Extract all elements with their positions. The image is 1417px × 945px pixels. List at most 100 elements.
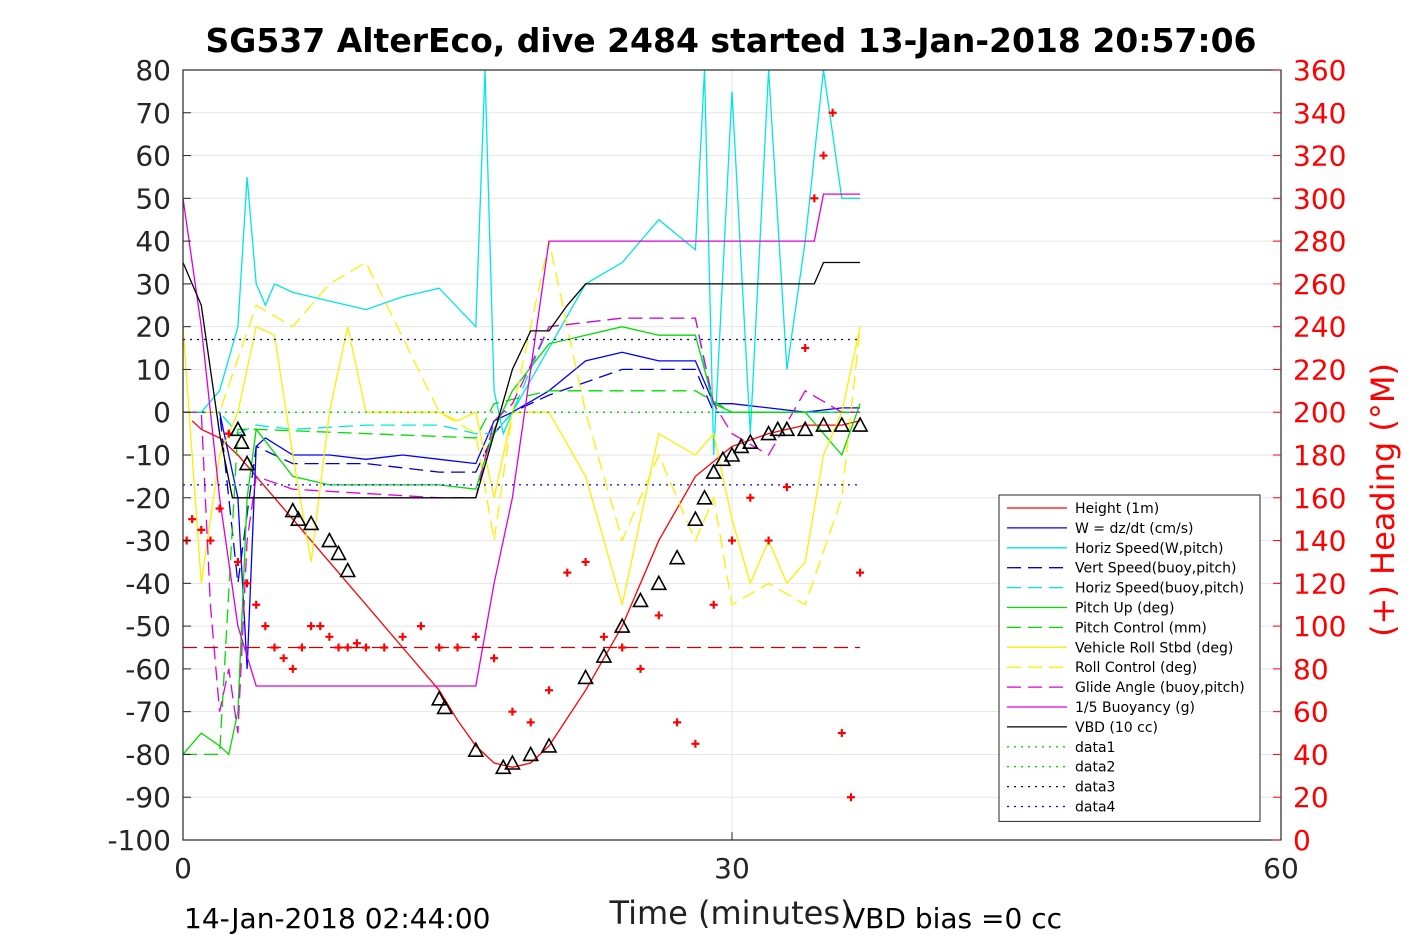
heading-point [307, 622, 316, 631]
y-tick-label: 30 [135, 268, 171, 301]
heading-point [526, 718, 535, 727]
right-y-tick-label: 220 [1293, 353, 1346, 386]
heading-point [188, 515, 197, 524]
heading-point [746, 493, 755, 502]
right-y-axis-label: (+) Heading (°M) [1364, 363, 1402, 637]
y-tick-label: 50 [135, 182, 171, 215]
heading-point [508, 707, 517, 716]
legend-label: Horiz Speed(buoy,pitch) [1075, 581, 1244, 597]
heading-point [837, 729, 846, 738]
heading-point [343, 643, 352, 652]
y-tick-label: 0 [153, 396, 171, 429]
legend-label: Pitch Up (deg) [1075, 601, 1174, 617]
triangle-marker [540, 737, 558, 753]
heading-point [288, 664, 297, 673]
heading-point [325, 632, 334, 641]
right-y-tick-label: 20 [1293, 781, 1329, 814]
triangle-marker [504, 754, 521, 770]
triangle-marker [632, 591, 649, 608]
triangle-marker [229, 420, 247, 437]
triangle-marker [851, 416, 869, 432]
legend-label: data1 [1075, 740, 1115, 756]
triangle-marker [284, 501, 302, 518]
legend-label: data2 [1075, 760, 1115, 776]
legend-label: Horiz Speed(W,pitch) [1075, 541, 1223, 557]
triangle-marker [238, 454, 256, 471]
heading-point [581, 557, 590, 566]
triangle-marker [723, 446, 741, 462]
legend-label: Height (1m) [1075, 501, 1159, 517]
y-tick-label: -50 [125, 610, 171, 643]
heading-point [453, 643, 462, 652]
heading-point [297, 643, 306, 652]
heading-point [243, 579, 252, 588]
heading-point [334, 643, 343, 652]
heading-point [398, 632, 407, 641]
heading-point [362, 643, 370, 652]
y-tick-label: 60 [135, 140, 171, 173]
heading-point [728, 536, 736, 545]
heading-point [215, 504, 224, 513]
heading-point [252, 600, 261, 609]
legend-label: Vert Speed(buoy,pitch) [1075, 561, 1237, 577]
heading-point [563, 568, 572, 577]
heading-point [782, 483, 791, 492]
series-line [183, 70, 861, 456]
heading-point [856, 568, 865, 577]
legend-label: W = dz/dt (cm/s) [1075, 521, 1194, 537]
footer-vbd-bias: VBD bias =0 cc [846, 902, 1062, 935]
series-line [183, 368, 861, 584]
triangle-marker [321, 531, 338, 548]
heading-point [654, 611, 663, 620]
legend-label: Vehicle Roll Stbd (deg) [1075, 640, 1233, 656]
series-line [183, 390, 861, 756]
triangle-marker [430, 690, 448, 706]
heading-point [471, 632, 480, 641]
right-y-tick-label: 280 [1293, 225, 1346, 258]
heading-point [691, 739, 700, 748]
triangle-marker [302, 514, 320, 531]
y-tick-label: 40 [135, 225, 171, 258]
footer-timestamp: 14-Jan-2018 02:44:00 [184, 902, 490, 935]
triangle-marker [696, 489, 713, 505]
right-y-tick-label: 300 [1293, 182, 1346, 215]
heading-point [490, 654, 499, 663]
triangle-marker [705, 463, 723, 479]
right-y-tick-label: 80 [1293, 653, 1329, 686]
heading-point [636, 664, 645, 673]
y-tick-label: -20 [125, 482, 171, 515]
legend-label: Glide Angle (buoy,pitch) [1075, 680, 1245, 696]
y-tick-label: 20 [135, 311, 171, 344]
right-y-tick-label: 0 [1293, 824, 1311, 857]
right-y-tick-label: 40 [1293, 738, 1329, 771]
series-line [183, 261, 861, 499]
legend-label: Pitch Control (mm) [1075, 620, 1207, 636]
triangle-marker [289, 510, 307, 526]
heading-point [709, 600, 718, 609]
heading-point [673, 718, 682, 727]
triangle-marker [577, 668, 594, 685]
y-tick-label: 80 [135, 54, 171, 87]
heading-point [618, 643, 627, 652]
triangle-marker [339, 561, 357, 578]
right-y-tick-label: 360 [1293, 54, 1346, 87]
y-tick-label: -40 [125, 567, 171, 600]
triangle-marker [595, 647, 613, 663]
triangle-marker [796, 420, 814, 437]
legend-label: Roll Control (deg) [1075, 660, 1197, 676]
series-line [183, 317, 861, 435]
y-tick-label: -30 [125, 525, 171, 558]
legend: Height (1m) W = dz/dt (cm/s) Horiz Speed(W… [998, 494, 1261, 822]
y-tick-label: -100 [107, 824, 171, 857]
heading-point [352, 639, 361, 648]
right-y-tick-label: 320 [1293, 140, 1346, 173]
triangle-marker [330, 544, 347, 561]
right-y-tick-label: 260 [1293, 268, 1346, 301]
triangle-marker [613, 617, 631, 633]
heading-point [828, 108, 837, 117]
x-tick-label: 60 [1263, 852, 1299, 885]
heading-point [764, 536, 773, 545]
heading-point [846, 793, 855, 802]
legend-label: data4 [1075, 800, 1116, 816]
heading-point [270, 643, 279, 652]
